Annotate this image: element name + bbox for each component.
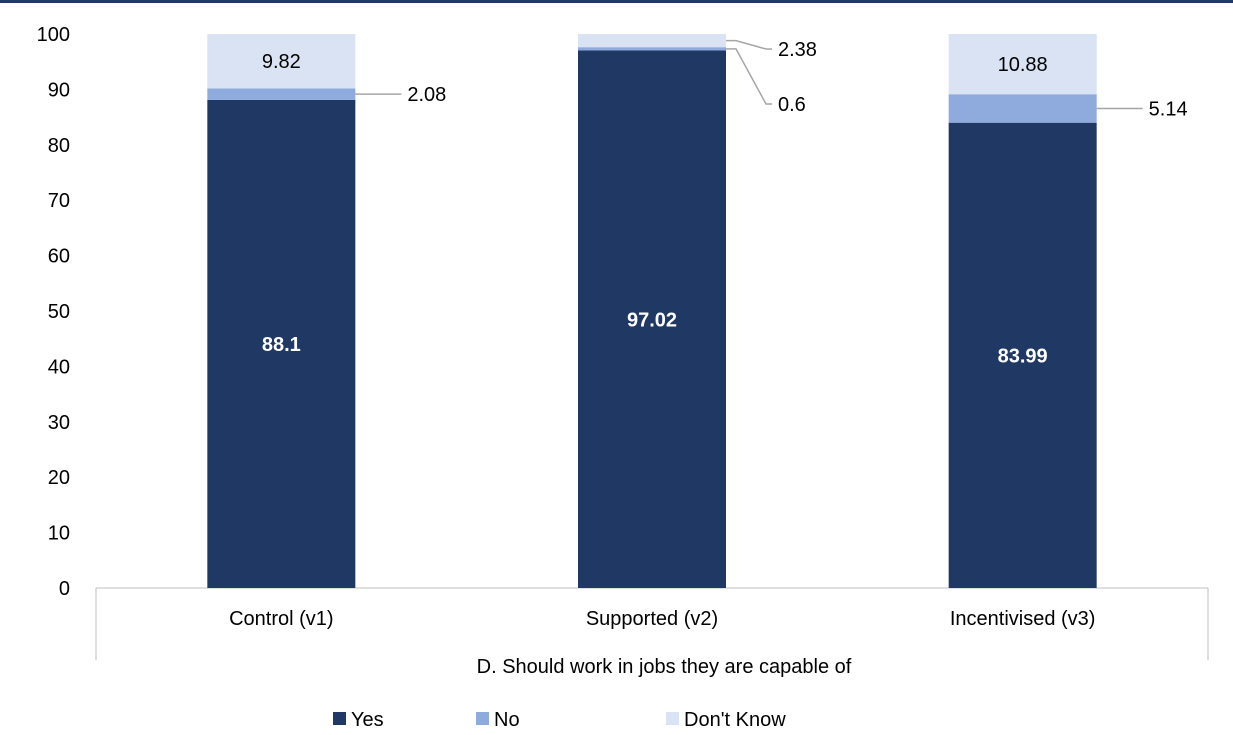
y-tick-label: 100 <box>37 24 70 46</box>
data-label: 2.08 <box>407 84 446 106</box>
data-label: 5.14 <box>1149 98 1188 120</box>
bar-yes <box>578 50 726 588</box>
data-label: 0.6 <box>778 94 806 116</box>
category-labels: Control (v1) Supported (v2) Incentivised (… <box>229 608 1095 630</box>
leader-line <box>726 48 772 105</box>
y-tick-label: 0 <box>59 578 70 600</box>
bar-no <box>578 47 726 51</box>
legend-swatch <box>666 712 679 725</box>
y-tick-label: 50 <box>48 301 70 323</box>
data-label: 97.02 <box>627 309 677 331</box>
bar-don-t-know <box>207 34 356 89</box>
top-rule <box>0 0 1233 3</box>
legend-label: No <box>494 709 520 731</box>
legend: Yes No Don't Know <box>333 709 786 731</box>
y-tick-label: 20 <box>48 467 70 489</box>
y-tick-label: 10 <box>48 523 70 545</box>
bars <box>207 33 1097 589</box>
category-label: Incentivised (v3) <box>950 608 1096 630</box>
bar-no <box>948 94 1097 123</box>
bar-yes <box>948 122 1097 588</box>
leader-line <box>726 39 772 50</box>
data-label: 83.99 <box>998 345 1048 367</box>
data-labels: 88.1 2.08 9.82 97.02 0.6 2.38 83.99 5.14 10.88 <box>262 39 1188 367</box>
y-tick-label: 80 <box>48 135 70 157</box>
y-tick-label: 40 <box>48 356 70 378</box>
legend-swatch <box>476 712 489 725</box>
data-label: 2.38 <box>778 39 817 61</box>
y-tick-label: 90 <box>48 79 70 101</box>
y-tick-label: 70 <box>48 190 70 212</box>
bar-don-t-know <box>578 34 726 48</box>
y-tick-label: 30 <box>48 412 70 434</box>
group-label: D. Should work in jobs they are capable … <box>477 656 852 678</box>
legend-label: Don't Know <box>684 709 786 731</box>
bar-don-t-know <box>948 33 1097 95</box>
bar-yes <box>207 99 356 589</box>
data-label: 10.88 <box>998 54 1048 76</box>
legend-swatch <box>333 712 346 725</box>
data-label: 9.82 <box>262 51 301 73</box>
data-label: 88.1 <box>262 334 301 356</box>
legend-label: Yes <box>351 709 384 731</box>
category-label: Control (v1) <box>229 608 333 630</box>
bar-no <box>207 88 356 100</box>
y-tick-label: 60 <box>48 246 70 268</box>
category-label: Supported (v2) <box>586 608 718 630</box>
